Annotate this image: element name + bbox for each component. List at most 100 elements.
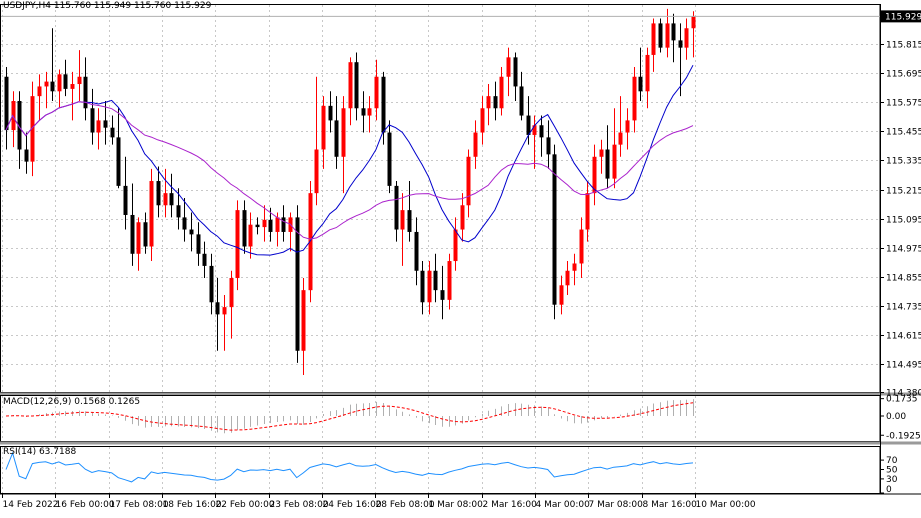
candle-body (143, 222, 148, 247)
candle-body (348, 62, 353, 109)
candle-body (103, 120, 108, 128)
time-tick-label: 23 Feb 08:00 (270, 500, 329, 510)
candle-body (658, 23, 663, 48)
candle-body (314, 149, 319, 194)
candle-body (281, 217, 286, 232)
price-tick-label: 115.215 (886, 187, 921, 197)
rsi-tick-label: 70 (886, 456, 898, 466)
candle-body (90, 108, 95, 133)
candle-body (599, 149, 604, 157)
time-tick-label: 8 Mar 16:00 (643, 500, 698, 510)
price-tick-label: 114.380 (886, 389, 921, 399)
candle-body (493, 96, 498, 109)
candle-body (248, 224, 253, 247)
candle-body (671, 23, 676, 41)
time-tick-label: 24 Feb 16:00 (323, 500, 382, 510)
time-tick-label: 17 Feb 08:00 (110, 500, 169, 510)
macd-tick-label: 0.1735 (886, 395, 918, 405)
candle-body (50, 81, 55, 92)
price-tick-label: 114.975 (886, 245, 921, 255)
candle-body (222, 307, 227, 315)
candle-body (552, 154, 557, 305)
price-tick-label: 114.855 (886, 274, 921, 284)
candle-body (460, 205, 465, 230)
candle-body (262, 219, 267, 228)
candle-body (579, 229, 584, 264)
candle-body (130, 214, 135, 254)
candle-body (354, 62, 359, 109)
candle-body (499, 76, 504, 109)
candle-body (11, 101, 16, 131)
axes: 114.380 114.495 114.615 114.735 114.855 114.9… (1, 4, 921, 510)
candle-body (559, 285, 564, 305)
moving-average-slow (5, 101, 694, 240)
candle-body (651, 23, 656, 55)
candle-body (374, 76, 379, 109)
candle-body (367, 108, 372, 116)
time-tick-label: 18 Feb 16:00 (163, 500, 222, 510)
candle-body (420, 270, 425, 303)
candle-body (169, 193, 174, 206)
time-tick-label: 22 Feb 00:00 (216, 500, 275, 510)
time-tick-label: 16 Feb 00:00 (56, 500, 115, 510)
candle-body (44, 81, 49, 87)
price-tick-label: 114.735 (886, 303, 921, 313)
rsi-title: RSI(14) 63.7188 (3, 447, 77, 457)
macd-signal-line (5, 402, 694, 431)
candle-body (149, 181, 154, 247)
rsi-tick-label: 50 (886, 466, 898, 476)
candle-body (546, 137, 551, 155)
candle-body (480, 108, 485, 133)
macd-title: MACD(12,26,9) 0.1568 0.1265 (3, 397, 141, 407)
candle-body (486, 96, 491, 109)
candle-body (301, 290, 306, 351)
moving-average-fast (5, 64, 694, 256)
macd-tick-label: 0.00 (886, 412, 906, 422)
price-tick-label: 114.615 (886, 332, 921, 342)
panel-frames (0, 4, 921, 495)
candle-body (473, 132, 478, 157)
candle-body (394, 185, 399, 230)
candle-body (334, 120, 339, 157)
candle-body (632, 76, 637, 121)
candle-body (229, 278, 234, 308)
candle-body (440, 290, 445, 300)
candle-body (618, 132, 623, 145)
rsi-tick-label: 30 (886, 475, 898, 485)
macd-tick-label: -0.1925 (886, 431, 921, 441)
candle-body (513, 57, 518, 87)
candle-body (17, 101, 22, 150)
candle-body (235, 210, 240, 279)
time-tick-label: 7 Mar 08:00 (589, 500, 644, 510)
price-panel-title: USDJPY,H4 115.760 115.949 115.760 115.92… (3, 1, 211, 11)
ohlc-values: 115.760 115.949 115.760 115.929 (53, 1, 212, 11)
candle-body (77, 76, 82, 85)
candle-body (532, 125, 537, 135)
candle-body (665, 23, 670, 48)
candle-body (321, 105, 326, 150)
candle-body (123, 185, 128, 215)
rsi-tick-label: 0 (886, 485, 892, 495)
candle-body (466, 156, 471, 206)
candle-body (202, 253, 207, 266)
candle-body (24, 149, 29, 162)
panel-separator (0, 441, 921, 445)
time-tick-label: 14 Feb 2022 (3, 500, 59, 510)
moving-averages (5, 64, 694, 256)
candle-body (341, 108, 346, 157)
candle-body (447, 261, 452, 300)
macd-panel (5, 399, 694, 434)
candle-body (63, 74, 68, 89)
candle-body (427, 270, 432, 303)
candle-body (163, 193, 168, 206)
rsi-panel (5, 451, 694, 483)
time-tick-label: 28 Feb 08:00 (376, 500, 435, 510)
candles (4, 8, 696, 376)
panel-separator (0, 392, 921, 396)
candle-body (189, 229, 194, 235)
candle-body (196, 234, 201, 254)
candle-body (215, 302, 220, 315)
candle-body (539, 125, 544, 138)
price-tick-label: 115.695 (886, 70, 921, 80)
